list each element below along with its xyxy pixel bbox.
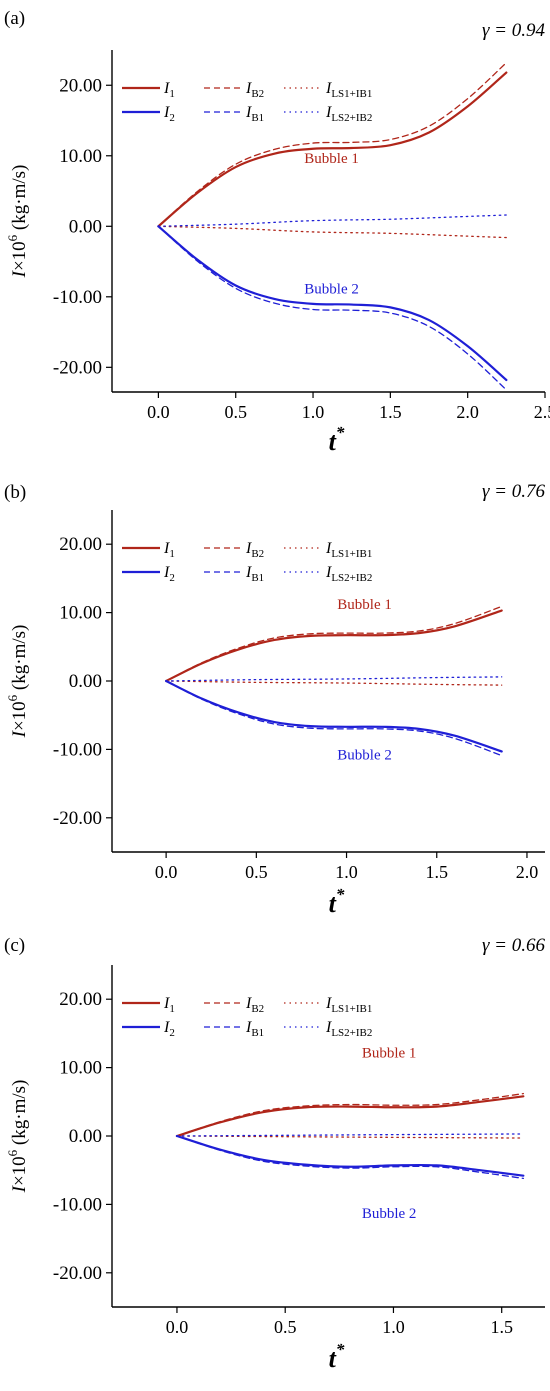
y-tick-label: 0.00 xyxy=(69,1126,102,1147)
x-tick-label: 0.0 xyxy=(147,402,170,422)
x-tick-label: 1.5 xyxy=(379,402,402,422)
y-tick-label: -10.00 xyxy=(53,739,102,760)
legend-label: ILS2+IB2 xyxy=(325,104,372,124)
series-line-ib2 xyxy=(165,605,503,682)
x-tick-label: 1.0 xyxy=(382,1317,405,1337)
x-axis-title: t* xyxy=(329,885,345,918)
panel-label: (c) xyxy=(4,935,25,956)
bubble-2-label: Bubble 2 xyxy=(362,1206,417,1222)
x-tick-label: 1.0 xyxy=(302,402,325,422)
legend-label: ILS2+IB2 xyxy=(325,564,372,584)
legend-label: ILS1+IB1 xyxy=(325,995,372,1015)
y-tick-label: 10.00 xyxy=(59,1058,102,1079)
bubble-1-label: Bubble 1 xyxy=(362,1045,417,1061)
x-tick-label: 2.0 xyxy=(456,402,479,422)
series-line-ib1 xyxy=(176,1135,524,1180)
x-axis-title: t* xyxy=(329,1340,345,1373)
series-line-i2 xyxy=(175,1134,525,1177)
y-tick-label: 10.00 xyxy=(59,146,102,167)
legend-label: IB2 xyxy=(245,80,264,100)
legend-label: I2 xyxy=(163,564,175,584)
bubble-1-label: Bubble 1 xyxy=(337,597,392,613)
y-tick-label: -20.00 xyxy=(53,1263,102,1284)
y-tick-label: -10.00 xyxy=(53,1194,102,1215)
y-axis-title: I×106 (kg·m/s) xyxy=(5,625,30,739)
legend-label: I1 xyxy=(163,995,175,1015)
x-tick-label: 0.0 xyxy=(166,1317,189,1337)
legend-label: IB1 xyxy=(245,564,264,584)
panel-label: (b) xyxy=(4,482,26,503)
chart-panel-1: (a) γ = 0.94 20.00 10.00 0.00 -10.00 -20.00 0.0… xyxy=(4,8,550,456)
x-tick-label: 2.0 xyxy=(516,862,539,882)
series-line-i2 xyxy=(157,225,508,382)
chart-panel-3: (c) γ = 0.66 20.00 10.00 0.00 -10.00 -20.00 0.0… xyxy=(4,935,545,1373)
y-axis-title: I×106 (kg·m/s) xyxy=(5,1080,30,1194)
series-line-ils1-ib1 xyxy=(165,680,503,686)
y-tick-label: -10.00 xyxy=(53,287,102,308)
series-line-ib2 xyxy=(176,1092,524,1137)
x-tick-label: 0.5 xyxy=(224,402,247,422)
series-line-ib1 xyxy=(157,225,507,391)
y-tick-label: 20.00 xyxy=(59,75,102,96)
legend-label: IB1 xyxy=(245,1019,264,1039)
series-line-ils2-ib2 xyxy=(176,1133,524,1137)
x-axis-title: t* xyxy=(329,423,345,456)
y-tick-label: 20.00 xyxy=(59,534,102,555)
series-line-ib1 xyxy=(165,680,503,757)
legend-label: ILS1+IB1 xyxy=(325,80,372,100)
series-line-ils1-ib1 xyxy=(157,225,507,239)
series-line-ib2 xyxy=(157,62,507,227)
y-tick-label: -20.00 xyxy=(53,357,102,378)
gamma-label: γ = 0.94 xyxy=(482,20,546,41)
gamma-label: γ = 0.76 xyxy=(482,481,546,502)
y-axis-title: I×106 (kg·m/s) xyxy=(5,165,30,279)
x-tick-label: 1.5 xyxy=(490,1317,513,1337)
bubble-2-label: Bubble 2 xyxy=(304,281,359,297)
y-tick-label: 10.00 xyxy=(59,603,102,624)
panel-label: (a) xyxy=(4,8,25,29)
legend-label: I1 xyxy=(163,540,175,560)
series-line-ils1-ib1 xyxy=(176,1135,524,1139)
series-line-i1 xyxy=(175,1095,525,1138)
chart-panel-2: (b) γ = 0.76 20.00 10.00 0.00 -10.00 -20.00 0.0… xyxy=(4,481,545,918)
legend-label: ILS1+IB1 xyxy=(325,540,372,560)
legend-label: I2 xyxy=(163,1019,175,1039)
y-tick-label: -20.00 xyxy=(53,808,102,829)
x-tick-label: 1.5 xyxy=(426,862,449,882)
x-tick-label: 1.0 xyxy=(335,862,358,882)
x-tick-label: 2.5 xyxy=(534,402,550,422)
x-tick-label: 0.0 xyxy=(155,862,178,882)
legend-label: I1 xyxy=(163,80,175,100)
y-tick-label: 0.00 xyxy=(69,671,102,692)
legend-label: IB2 xyxy=(245,540,264,560)
bubble-1-label: Bubble 1 xyxy=(304,151,359,167)
series-line-ils2-ib2 xyxy=(165,676,503,682)
x-tick-label: 0.5 xyxy=(274,1317,297,1337)
series-line-i1 xyxy=(157,71,508,228)
series-line-i2 xyxy=(165,679,503,753)
series-line-i1 xyxy=(165,609,503,683)
legend-label: ILS2+IB2 xyxy=(325,1019,372,1039)
legend-label: IB2 xyxy=(245,995,264,1015)
gamma-label: γ = 0.66 xyxy=(482,935,546,956)
x-tick-label: 0.5 xyxy=(245,862,268,882)
legend-label: I2 xyxy=(163,104,175,124)
y-tick-label: 20.00 xyxy=(59,989,102,1010)
y-tick-label: 0.00 xyxy=(69,216,102,237)
legend-label: IB1 xyxy=(245,104,264,124)
series-line-ils2-ib2 xyxy=(157,214,507,227)
bubble-2-label: Bubble 2 xyxy=(337,748,392,764)
